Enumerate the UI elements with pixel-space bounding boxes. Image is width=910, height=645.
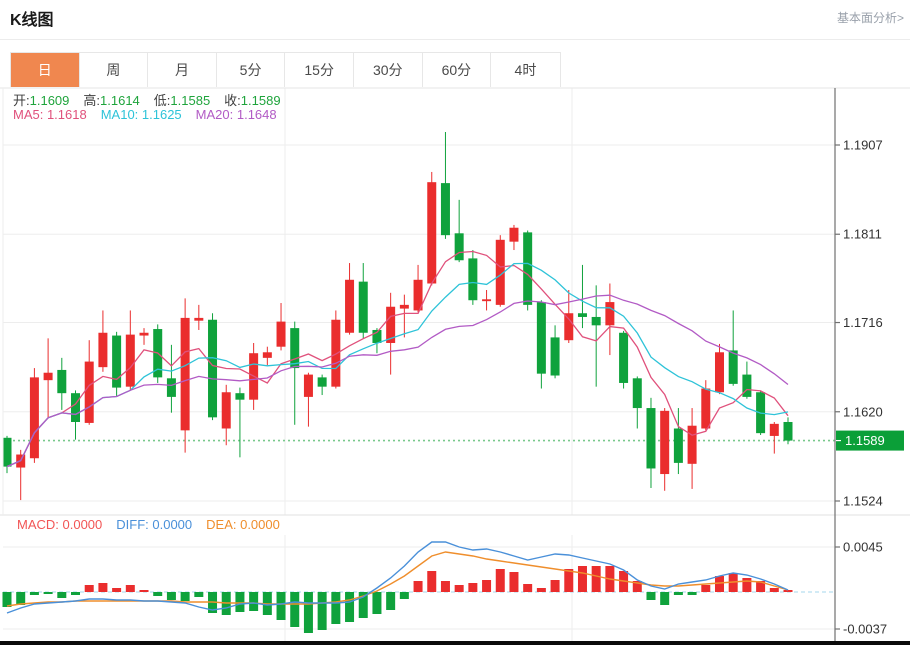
tab-60min[interactable]: 60分 bbox=[422, 53, 492, 87]
ohlc-high-value: 1.1614 bbox=[100, 93, 140, 108]
dea-value-legend: DEA: 0.0000 bbox=[206, 517, 280, 532]
diff-value-legend-text: DIFF: 0.0000 bbox=[116, 517, 193, 532]
ma10-line bbox=[6, 262, 789, 468]
diff-value-legend: DIFF: 0.0000 bbox=[116, 517, 192, 532]
tab-5min[interactable]: 5分 bbox=[216, 53, 286, 87]
ohlc-open: 开:1.1609 bbox=[13, 93, 69, 108]
macd-panel[interactable] bbox=[2, 535, 836, 641]
ohlc-high: 高:1.1614 bbox=[83, 93, 139, 108]
macd-value-legend: MACD: 0.0000 bbox=[17, 517, 102, 532]
svg-text:1.1716: 1.1716 bbox=[843, 315, 883, 330]
svg-text:1.1907: 1.1907 bbox=[843, 138, 883, 153]
ohlc-legend: 开:1.1609 高:1.1614 低:1.1585 收:1.1589 bbox=[13, 90, 295, 109]
svg-text:1.1589: 1.1589 bbox=[845, 433, 885, 448]
ohlc-low-label: 低: bbox=[153, 93, 171, 108]
svg-text:1.1524: 1.1524 bbox=[843, 494, 883, 509]
svg-text:-0.0037: -0.0037 bbox=[843, 622, 887, 637]
tab-15min[interactable]: 15分 bbox=[285, 53, 354, 87]
ma20-legend: MA20: 1.1648 bbox=[196, 107, 277, 122]
ohlc-close: 收:1.1589 bbox=[224, 93, 280, 108]
ohlc-high-label: 高: bbox=[83, 93, 101, 108]
title-divider bbox=[0, 39, 910, 40]
ma5-line bbox=[6, 250, 789, 468]
diff-line bbox=[6, 541, 789, 614]
macd-legend: MACD: 0.0000 DIFF: 0.0000 DEA: 0.0000 bbox=[17, 517, 294, 532]
dea-value-legend-text: DEA: 0.0000 bbox=[206, 517, 280, 532]
page-title: K线图 bbox=[10, 12, 54, 29]
candlestick-panel[interactable] bbox=[2, 88, 836, 515]
ohlc-open-value: 1.1609 bbox=[29, 93, 70, 108]
ohlc-close-label: 收: bbox=[224, 93, 241, 108]
tab-4hour[interactable]: 4时 bbox=[491, 53, 560, 87]
ma20-legend-text: MA20: 1.1648 bbox=[195, 107, 277, 122]
svg-text:1.1811: 1.1811 bbox=[843, 227, 882, 242]
macd-value-legend-text: MACD: 0.0000 bbox=[17, 517, 103, 532]
tab-30min[interactable]: 30分 bbox=[353, 53, 423, 87]
current-price-badge: 1.1589 bbox=[836, 430, 904, 451]
svg-text:1.1620: 1.1620 bbox=[843, 404, 883, 419]
tab-week[interactable]: 周 bbox=[79, 53, 149, 87]
ma20-line bbox=[6, 294, 789, 468]
ma-legend: MA5: 1.1618 MA10: 1.1625 MA20: 1.1648 bbox=[13, 107, 291, 122]
ma10-legend-text: MA10: 1.1625 bbox=[100, 107, 182, 122]
ma5-legend: MA5: 1.1618 bbox=[13, 107, 87, 122]
fundamental-analysis-link[interactable]: 基本面分析> bbox=[836, 11, 904, 25]
bottom-bar bbox=[0, 641, 910, 645]
ohlc-low-value: 1.1585 bbox=[170, 93, 211, 108]
tab-month[interactable]: 月 bbox=[148, 53, 217, 87]
dea-line bbox=[6, 551, 789, 607]
ohlc-low: 低:1.1585 bbox=[154, 93, 210, 108]
svg-text:0.0045: 0.0045 bbox=[843, 540, 883, 555]
price-axis: 1.1907 1.1811 1.1716 1.1620 1.1524 0.0045 -0.0… bbox=[0, 87, 910, 645]
ma5-legend-text: MA5: 1.1618 bbox=[13, 107, 87, 122]
ohlc-close-value: 1.1589 bbox=[240, 93, 281, 108]
ma10-legend: MA10: 1.1625 bbox=[101, 107, 182, 122]
tab-day[interactable]: 日 bbox=[11, 53, 80, 87]
ohlc-open-label: 开: bbox=[13, 93, 30, 108]
timeframe-tabs: 日周月 5分 15分 30分 60分 4时 bbox=[10, 52, 561, 87]
